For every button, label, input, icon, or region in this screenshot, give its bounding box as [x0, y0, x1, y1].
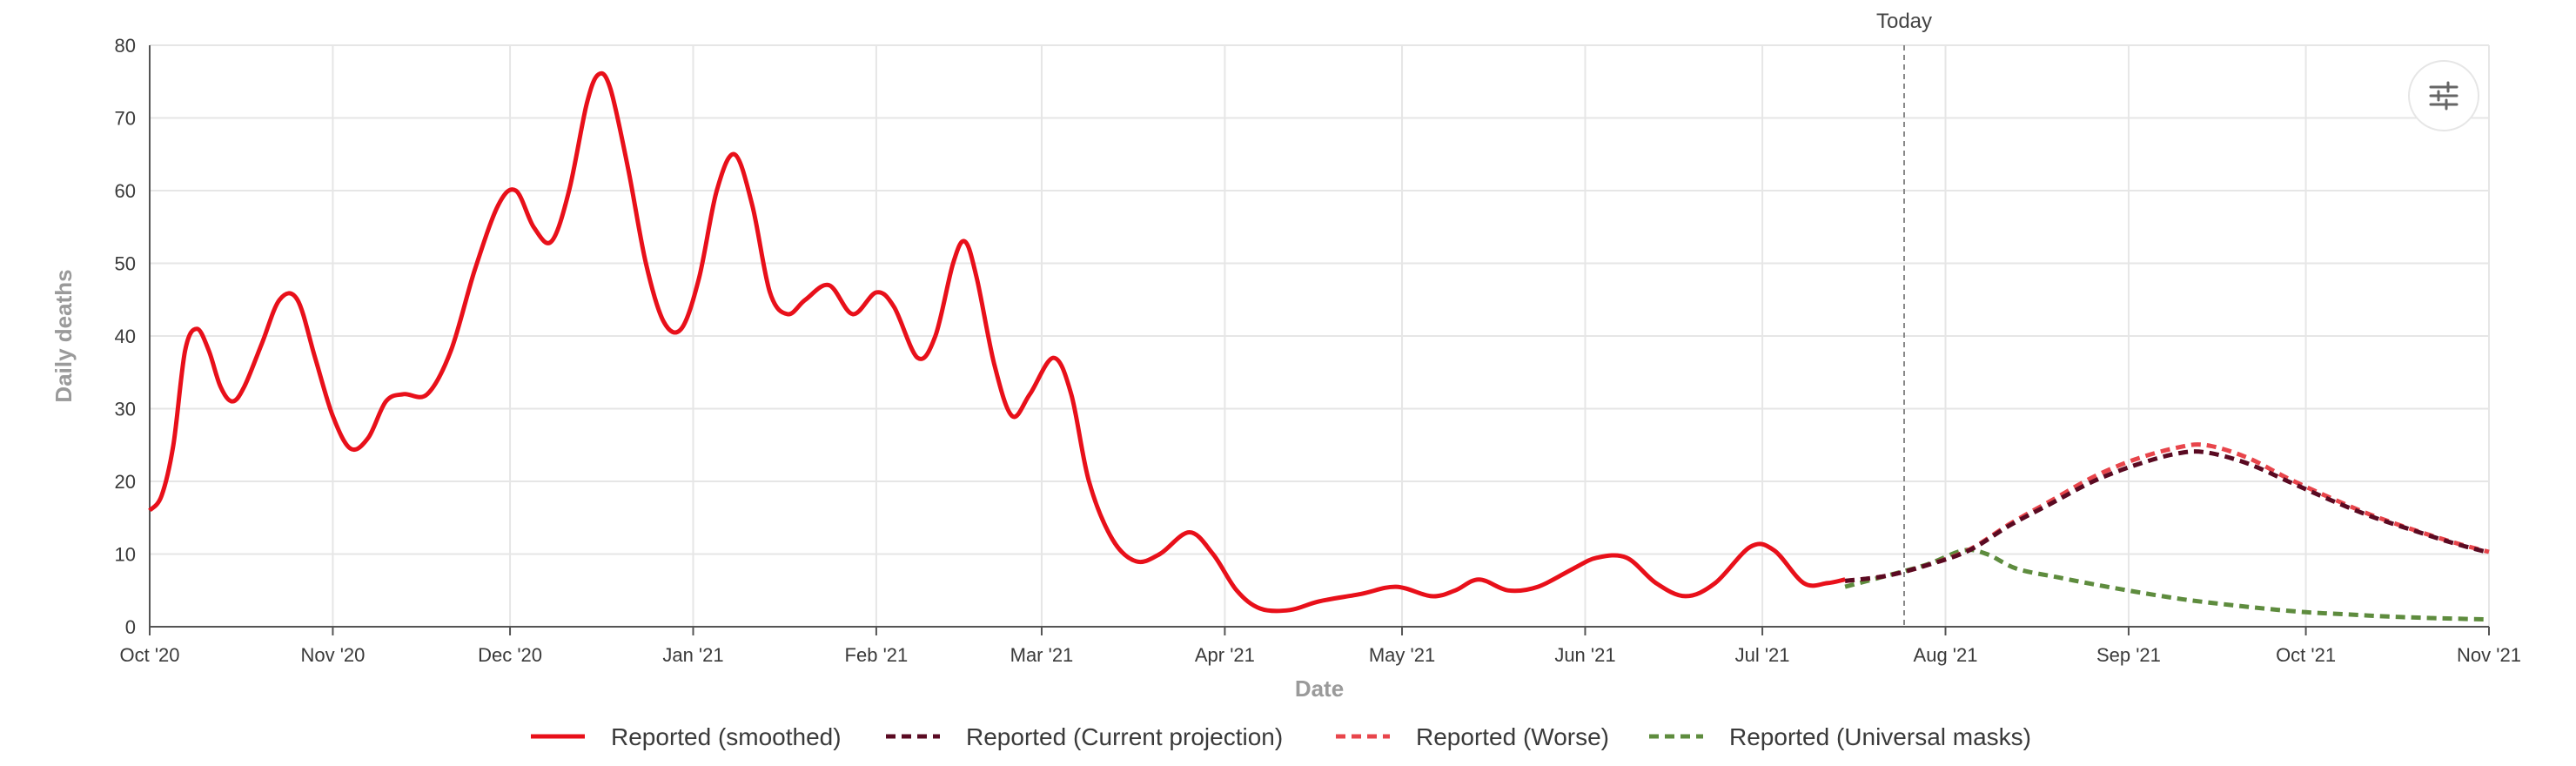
x-tick-label: Oct '21	[2276, 644, 2336, 666]
legend-item[interactable]: Reported (Current projection)	[886, 723, 1283, 750]
legend-item[interactable]: Reported (smoothed)	[531, 723, 842, 750]
x-tick-label: Sep '21	[2096, 644, 2161, 666]
x-tick-label: Nov '21	[2457, 644, 2521, 666]
legend-label: Reported (Universal masks)	[1729, 723, 2031, 750]
series-line-0	[148, 71, 1846, 614]
y-tick-label: 50	[115, 253, 136, 275]
x-tick-label: Jun '21	[1554, 644, 1615, 666]
x-tick-label: Nov '20	[300, 644, 365, 666]
y-tick-label: 0	[125, 616, 136, 638]
legend-label: Reported (Current projection)	[966, 723, 1283, 750]
y-axis-ticks: 0 10 20 30 40 50 60 70 80	[115, 35, 136, 638]
legend: Reported (smoothed) Reported (Current pro…	[531, 723, 2031, 750]
x-tick-label: Feb '21	[845, 644, 909, 666]
grid-lines	[149, 44, 2490, 627]
y-tick-label: 20	[115, 471, 136, 493]
legend-item[interactable]: Reported (Universal masks)	[1649, 723, 2031, 750]
x-tick-label: Jul '21	[1735, 644, 1790, 666]
today-label: Today	[1876, 10, 1932, 33]
x-axis-title: Date	[1295, 675, 1344, 702]
today-marker: Today	[1876, 10, 1932, 627]
y-tick-label: 80	[115, 35, 136, 57]
y-tick-label: 60	[115, 180, 136, 202]
series-line-3	[1844, 548, 2490, 622]
series-lines	[148, 71, 2490, 622]
y-tick-label: 40	[115, 326, 136, 347]
axes	[149, 45, 2490, 635]
x-tick-label: Jan '21	[662, 644, 723, 666]
legend-label: Reported (Worse)	[1416, 723, 1609, 750]
legend-label: Reported (smoothed)	[611, 723, 842, 750]
y-tick-label: 30	[115, 399, 136, 420]
x-tick-label: Oct '20	[119, 644, 179, 666]
x-tick-label: May '21	[1369, 644, 1435, 666]
x-tick-label: Mar '21	[1010, 644, 1074, 666]
x-tick-label: Dec '20	[478, 644, 542, 666]
x-axis-ticks: Oct '20 Nov '20 Dec '20 Jan '21 Feb '21 Mar '…	[119, 644, 2520, 666]
x-tick-label: Apr '21	[1195, 644, 1255, 666]
y-axis-title: Daily deaths	[50, 269, 77, 402]
y-tick-label: 70	[115, 108, 136, 130]
y-tick-label: 10	[115, 544, 136, 566]
x-tick-label: Aug '21	[1914, 644, 1978, 666]
series-line-1	[1844, 449, 2490, 583]
chart-settings-button[interactable]	[2408, 60, 2479, 131]
legend-item[interactable]: Reported (Worse)	[1336, 723, 1609, 750]
sliders-icon	[2429, 81, 2459, 111]
